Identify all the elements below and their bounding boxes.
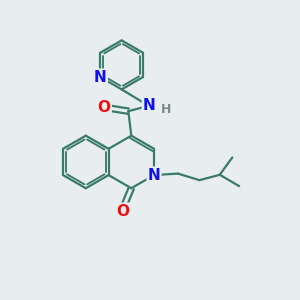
Text: H: H [161, 103, 172, 116]
Text: N: N [148, 168, 160, 183]
Text: N: N [143, 98, 156, 113]
Text: O: O [98, 100, 111, 115]
Text: O: O [116, 204, 129, 219]
Text: N: N [94, 70, 107, 85]
